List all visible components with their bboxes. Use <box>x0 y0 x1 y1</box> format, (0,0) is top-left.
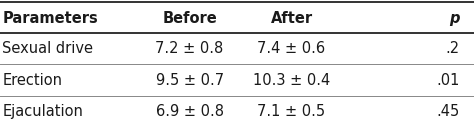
Text: Ejaculation: Ejaculation <box>2 104 83 119</box>
Text: 7.4 ± 0.6: 7.4 ± 0.6 <box>257 41 326 56</box>
Text: 7.2 ± 0.8: 7.2 ± 0.8 <box>155 41 224 56</box>
Text: .45: .45 <box>437 104 460 119</box>
Text: After: After <box>271 11 312 26</box>
Text: 9.5 ± 0.7: 9.5 ± 0.7 <box>155 72 224 88</box>
Text: 7.1 ± 0.5: 7.1 ± 0.5 <box>257 104 326 119</box>
Text: 10.3 ± 0.4: 10.3 ± 0.4 <box>253 72 330 88</box>
Text: .2: .2 <box>446 41 460 56</box>
Text: Erection: Erection <box>2 72 63 88</box>
Text: p: p <box>449 11 460 26</box>
Text: Sexual drive: Sexual drive <box>2 41 93 56</box>
Text: Before: Before <box>162 11 217 26</box>
Text: 6.9 ± 0.8: 6.9 ± 0.8 <box>155 104 224 119</box>
Text: .01: .01 <box>437 72 460 88</box>
Text: Parameters: Parameters <box>2 11 98 26</box>
